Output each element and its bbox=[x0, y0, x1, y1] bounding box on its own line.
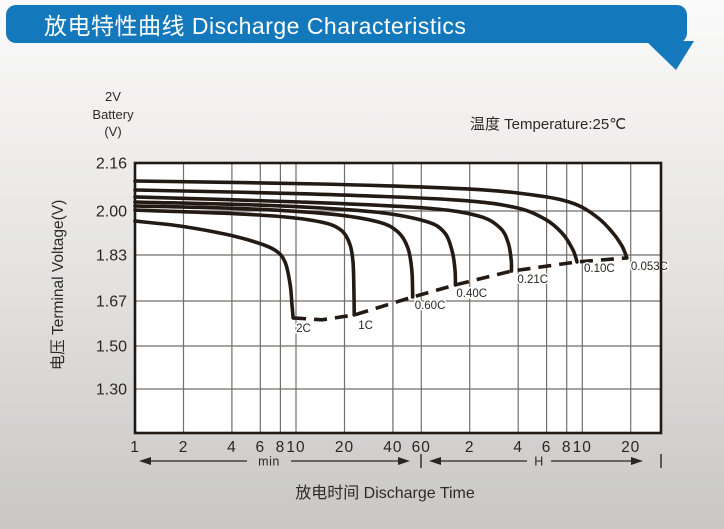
range-arrowhead-icon bbox=[398, 457, 410, 465]
page-title: 放电特性曲线 Discharge Characteristics bbox=[44, 13, 467, 39]
x-tick-label: 8 bbox=[276, 439, 286, 456]
discharge-curve-0.21C bbox=[133, 195, 514, 273]
battery-type-line-2: Battery bbox=[92, 106, 134, 122]
discharge-curve-0.60C bbox=[133, 204, 415, 299]
y-tick-label: 1.67 bbox=[96, 294, 127, 311]
x-tick-label: 2 bbox=[179, 439, 189, 456]
y-tick-label: 2.16 bbox=[96, 156, 127, 173]
discharge-curve-0.10C bbox=[133, 188, 579, 264]
minutes-range-label: min bbox=[258, 455, 280, 469]
range-arrowhead-icon bbox=[429, 457, 441, 465]
y-tick-label: 1.83 bbox=[96, 248, 127, 265]
temperature-note: 温度 Temperature:25℃ bbox=[470, 116, 627, 133]
battery-type-label: 2V Battery (V) bbox=[85, 88, 141, 141]
curve-label-0.21C: 0.21C bbox=[517, 274, 548, 286]
curve-label-0.10C: 0.10C bbox=[584, 263, 615, 275]
battery-type-line-1: 2V bbox=[105, 89, 121, 104]
x-axis-title: 放电时间 Discharge Time bbox=[295, 485, 475, 502]
x-tick-label: 8 bbox=[562, 439, 572, 456]
curve-label-0.053C: 0.053C bbox=[631, 261, 668, 273]
range-arrowhead-icon bbox=[631, 457, 643, 465]
x-tick-label: 6 bbox=[542, 439, 552, 456]
header-bar: 放电特性曲线 Discharge Characteristics bbox=[6, 5, 687, 43]
y-tick-label: 1.50 bbox=[96, 339, 127, 356]
curve-label-1C: 1C bbox=[358, 320, 373, 332]
x-tick-label: 40 bbox=[383, 439, 402, 456]
discharge-curve-0.40C bbox=[133, 200, 458, 287]
hours-range-label: H bbox=[534, 455, 544, 469]
x-tick-label: 60 bbox=[412, 439, 431, 456]
range-arrowhead-icon bbox=[139, 457, 151, 465]
battery-type-line-3: (V) bbox=[104, 124, 122, 139]
x-tick-label: 6 bbox=[255, 439, 265, 456]
x-tick-label: 10 bbox=[573, 439, 592, 456]
x-tick-label: 4 bbox=[227, 439, 237, 456]
x-tick-label: 20 bbox=[335, 439, 354, 456]
x-tick-label: 10 bbox=[286, 439, 305, 456]
cutoff-voltage-dashed-line bbox=[292, 256, 628, 322]
discharge-curve-1C bbox=[133, 208, 356, 317]
plot-border bbox=[133, 161, 663, 435]
x-tick-label: 4 bbox=[513, 439, 523, 456]
curve-label-2C: 2C bbox=[296, 323, 311, 335]
x-tick-label: 1 bbox=[130, 439, 140, 456]
discharge-curve-0.053C bbox=[133, 179, 629, 260]
header-tail-icon bbox=[646, 41, 694, 70]
curve-label-0.60C: 0.60C bbox=[415, 300, 446, 312]
x-tick-label: 20 bbox=[621, 439, 640, 456]
discharge-curve-2C bbox=[133, 219, 295, 320]
curve-label-0.40C: 0.40C bbox=[456, 288, 487, 300]
y-tick-label: 2.00 bbox=[96, 204, 127, 221]
y-tick-label: 1.30 bbox=[96, 382, 127, 399]
x-tick-label: 2 bbox=[465, 439, 475, 456]
